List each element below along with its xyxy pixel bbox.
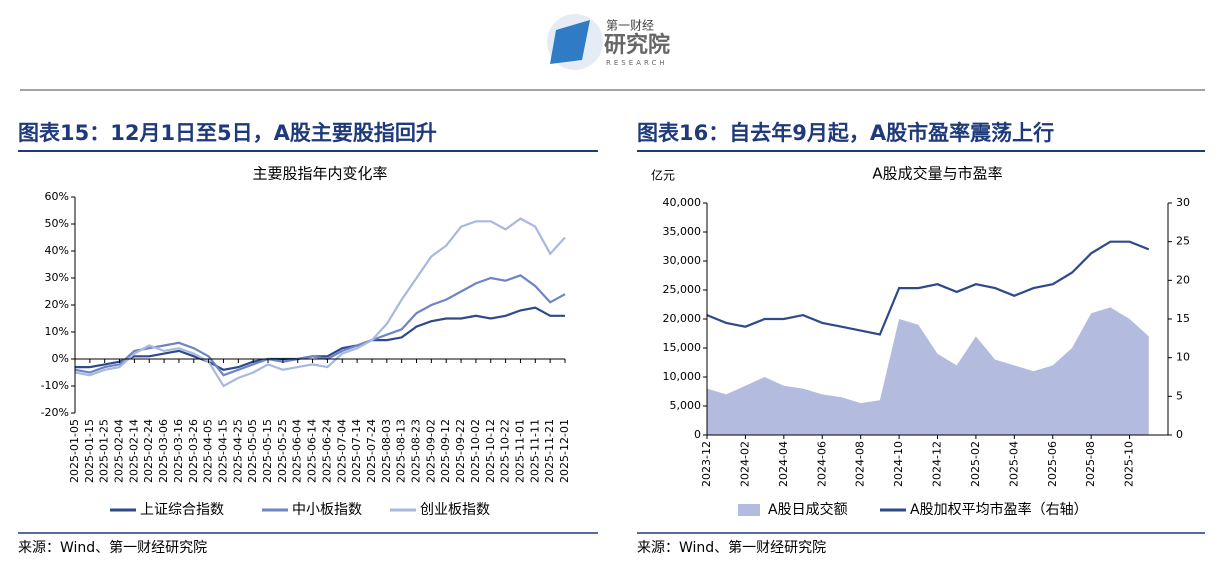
line (74, 274, 566, 377)
logo-small: 第一财经 (606, 19, 654, 33)
x-tick-label: 2025-10-02 (469, 419, 482, 483)
x-tick-label: 2024-08 (854, 441, 867, 487)
line (706, 240, 1150, 336)
chart-title: A股成交量与市盈率 (872, 165, 1002, 183)
line (74, 217, 566, 388)
figure-title: 图表16：自去年9月起，A股市盈率震荡上行 (637, 121, 1054, 145)
logo-sub: RESEARCH (606, 59, 668, 67)
y-tick-label: -20% (41, 406, 69, 419)
x-tick-label: 2025-04-05 (202, 419, 215, 483)
logo: 第一财经 研究院 RESEARCH (547, 14, 670, 70)
y-tick-label: -10% (41, 379, 69, 392)
y-tick-label: 10,000 (663, 370, 702, 383)
x-tick-label: 2025-04-25 (231, 419, 244, 483)
x-tick-label: 2025-10-12 (484, 419, 497, 483)
x-tick-label: 2023-12 (700, 441, 713, 487)
x-tick-label: 2025-08 (1084, 441, 1097, 487)
x-tick-label: 2025-02-24 (142, 419, 155, 483)
x-tick-label: 2025-06-04 (291, 419, 304, 483)
logo-mark (550, 20, 590, 64)
y2-tick-label: 30 (1176, 196, 1190, 209)
y2-tick-label: 0 (1176, 428, 1183, 441)
y-tick-label: 30% (45, 271, 69, 284)
x-tick-label: 2025-09-12 (439, 419, 452, 483)
y-tick-label: 30,000 (663, 254, 702, 267)
x-tick-label: 2025-06 (1046, 441, 1059, 487)
x-tick-label: 2025-11-21 (543, 419, 556, 483)
source: 来源：Wind、第一财经研究院 (637, 539, 826, 556)
x-tick-label: 2025-09-02 (424, 419, 437, 483)
x-tick-label: 2025-10 (1123, 441, 1136, 487)
x-tick-label: 2025-06-24 (320, 419, 333, 483)
y2-tick-label: 5 (1176, 389, 1183, 402)
x-tick-label: 2024-12 (931, 441, 944, 487)
legend-label: A股加权平均市盈率（右轴） (910, 501, 1088, 518)
legend-label: 创业板指数 (420, 502, 490, 518)
x-tick-label: 2025-08-23 (410, 419, 423, 483)
x-tick-label: 2025-08-03 (380, 419, 393, 483)
y-tick-label: 40,000 (663, 196, 702, 209)
x-tick-label: 2025-11-11 (528, 419, 541, 483)
legend-swatch (738, 504, 760, 516)
y-tick-label: 0 (694, 428, 701, 441)
x-tick-label: 2025-01-05 (68, 419, 81, 483)
x-tick-label: 2025-05-15 (261, 419, 274, 483)
x-tick-label: 2025-07-04 (335, 419, 348, 483)
source: 来源：Wind、第一财经研究院 (18, 539, 207, 556)
x-tick-label: 2025-10-22 (499, 419, 512, 483)
line (75, 306, 565, 371)
x-tick-label: 2025-03-06 (157, 419, 170, 483)
x-tick-label: 2024-02 (738, 441, 751, 487)
y-tick-label: 40% (45, 244, 69, 257)
area (707, 307, 1149, 435)
chart-title: 主要股指年内变化率 (252, 165, 387, 183)
x-tick-label: 2025-02-04 (113, 419, 126, 483)
y-tick-label: 35,000 (663, 225, 702, 238)
x-tick-label: 2025-04 (1007, 441, 1020, 487)
x-tick-label: 2025-02 (969, 441, 982, 487)
legend-label: 上证综合指数 (140, 502, 224, 518)
x-tick-label: 2024-10 (892, 441, 905, 487)
y-axis-label: 亿元 (651, 168, 675, 183)
x-tick-label: 2025-03-16 (172, 419, 185, 483)
y-tick-label: 50% (45, 217, 69, 230)
y2-tick-label: 25 (1176, 235, 1190, 248)
x-tick-label: 2025-08-13 (395, 419, 408, 483)
x-tick-label: 2024-06 (815, 441, 828, 487)
x-tick-label: 2025-01-15 (83, 419, 96, 483)
y2-tick-label: 20 (1176, 273, 1190, 286)
logo-large: 研究院 (604, 32, 670, 58)
x-tick-label: 2024-04 (777, 441, 790, 487)
y-tick-label: 20,000 (663, 312, 702, 325)
figure-title: 图表15：12月1日至5日，A股主要股指回升 (18, 121, 437, 145)
y2-tick-label: 10 (1176, 351, 1190, 364)
x-tick-label: 2025-05-05 (246, 419, 259, 483)
x-tick-label: 2025-06-14 (306, 419, 319, 483)
y-tick-label: 25,000 (663, 283, 702, 296)
y-tick-label: 10% (45, 325, 69, 338)
x-tick-label: 2025-05-25 (276, 419, 289, 483)
x-tick-label: 2025-03-26 (187, 419, 200, 483)
x-tick-label: 2025-12-01 (558, 419, 571, 483)
x-tick-label: 2025-07-14 (350, 419, 363, 483)
y-tick-label: 0% (52, 352, 69, 365)
x-tick-label: 2025-09-22 (454, 419, 467, 483)
y-tick-label: 60% (45, 190, 69, 203)
x-tick-label: 2025-11-01 (513, 419, 526, 483)
legend-label: 中小板指数 (292, 502, 362, 518)
y-tick-label: 15,000 (663, 341, 702, 354)
legend-label: A股日成交额 (768, 501, 848, 518)
x-tick-label: 2025-04-15 (216, 419, 229, 483)
x-tick-label: 2025-07-24 (365, 419, 378, 483)
x-tick-label: 2025-01-25 (98, 419, 111, 483)
x-tick-label: 2025-02-14 (127, 419, 140, 483)
y2-tick-label: 15 (1176, 312, 1190, 325)
y-tick-label: 5,000 (670, 399, 702, 412)
y-tick-label: 20% (45, 298, 69, 311)
